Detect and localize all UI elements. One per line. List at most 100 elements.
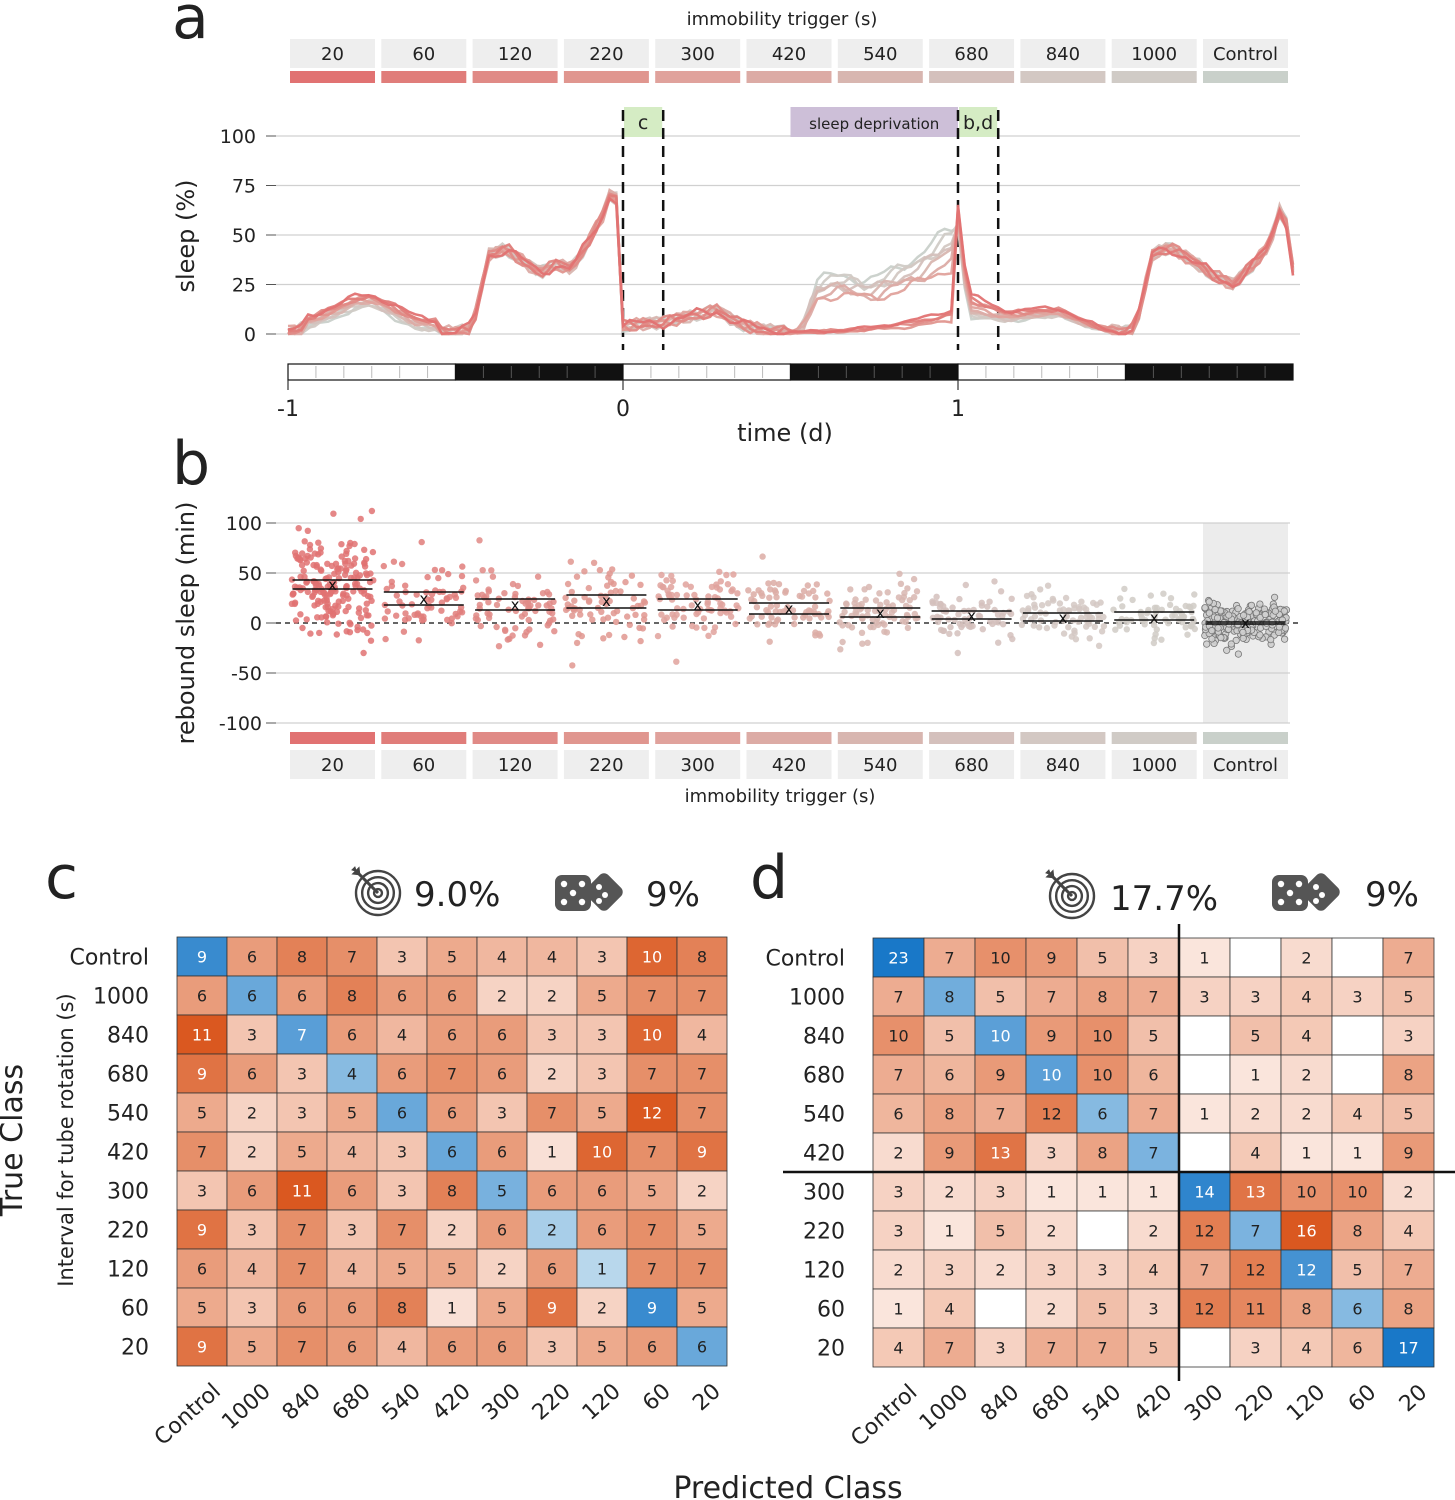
header-category-label-box	[746, 39, 832, 68]
data-point	[347, 621, 354, 628]
cell-value: 3	[1097, 1261, 1107, 1280]
cell-value: 1	[1250, 1066, 1260, 1085]
data-point	[1037, 586, 1044, 593]
matrix-cell	[526, 936, 578, 977]
panel-a-gridlines	[266, 135, 1300, 335]
cell-value: 9	[1046, 949, 1056, 968]
data-point	[361, 546, 368, 553]
matrix-cell	[676, 936, 728, 977]
matrix-cell	[872, 1093, 925, 1134]
data-point	[333, 608, 341, 615]
data-point	[1247, 601, 1256, 609]
cell-value: 23	[888, 949, 908, 968]
matrix-cell	[974, 1288, 1027, 1329]
data-point	[473, 612, 480, 619]
data-point	[659, 583, 666, 591]
data-point	[310, 561, 317, 569]
data-point	[727, 613, 735, 620]
footer-category-label-box	[746, 750, 832, 779]
target-ring	[1060, 884, 1084, 908]
data-point	[837, 646, 844, 653]
matrix-cell	[923, 1132, 976, 1173]
cell-value: 3	[1046, 1261, 1056, 1280]
matrix-cell	[1025, 937, 1078, 978]
data-point	[383, 585, 390, 593]
data-point	[1208, 626, 1216, 635]
data-point	[694, 609, 702, 616]
data-point	[1256, 600, 1264, 608]
data-point	[1044, 582, 1052, 589]
cell-value: 6	[247, 987, 257, 1006]
data-point	[568, 588, 575, 596]
footer-category-label: 680	[954, 755, 988, 776]
cell-value: 5	[697, 1221, 707, 1240]
cell-value: 7	[297, 1260, 307, 1279]
cell-value: 2	[944, 1183, 954, 1202]
cell-value: 9	[697, 1143, 707, 1162]
sleep-line-220	[287, 197, 1295, 336]
cell-value: 8	[944, 1105, 954, 1124]
matrix-cell	[426, 1014, 478, 1055]
cell-value: 9	[197, 1338, 207, 1357]
header-category-label: 20	[321, 44, 344, 65]
data-point	[1056, 600, 1064, 607]
cell-value: 6	[197, 987, 207, 1006]
matrix-cell	[1280, 1132, 1333, 1173]
data-point	[299, 624, 306, 632]
data-point	[612, 618, 620, 626]
data-point	[1018, 621, 1026, 629]
cell-value: 7	[297, 1221, 307, 1240]
cell-value: 3	[597, 1065, 607, 1084]
cell-value: 6	[447, 1338, 457, 1357]
data-point	[767, 603, 775, 610]
matrix-cell	[176, 1287, 228, 1328]
panel-d-accuracy-header	[1045, 869, 1340, 920]
arrow-fletching	[351, 866, 361, 876]
header-category-color-swatch	[472, 71, 558, 83]
matrix-cell	[526, 1092, 578, 1133]
data-point	[316, 629, 323, 637]
data-point	[303, 579, 310, 586]
cell-value: 6	[447, 1026, 457, 1045]
data-point	[680, 605, 687, 613]
column-label: 680	[1027, 1380, 1075, 1427]
cell-value: 12	[1245, 1261, 1265, 1280]
matrix-cell	[1229, 1015, 1282, 1056]
data-point	[911, 610, 918, 618]
data-point	[937, 626, 945, 634]
cell-value: 6	[1148, 1066, 1158, 1085]
cell-value: 6	[1352, 1339, 1362, 1358]
data-point	[789, 607, 797, 614]
data-point	[896, 570, 903, 577]
cell-value: 7	[1250, 1222, 1260, 1241]
matrix-cell	[326, 1287, 378, 1328]
matrix-cell	[1178, 1015, 1231, 1056]
panel-b-y-axis-label: rebound sleep (min)	[172, 502, 200, 745]
cell-value: 3	[1250, 1339, 1260, 1358]
footer-category-label: 220	[589, 755, 623, 776]
data-point	[311, 586, 319, 593]
data-point	[1065, 624, 1072, 631]
cell-value: 2	[547, 987, 557, 1006]
cell-value: 6	[447, 1104, 457, 1123]
data-point	[775, 581, 783, 588]
diagonal-cell	[1331, 1288, 1384, 1329]
data-point	[1225, 611, 1233, 619]
matrix-cell	[1076, 976, 1129, 1017]
matrix-cell	[526, 1170, 578, 1211]
data-point	[358, 588, 365, 595]
die-pip	[578, 898, 586, 906]
sleep-line-120	[287, 192, 1295, 336]
cell-value: 7	[1148, 988, 1158, 1007]
data-point	[445, 570, 452, 578]
data-point	[605, 631, 613, 639]
data-point	[669, 623, 676, 630]
mean-marker: x	[511, 596, 520, 614]
column-label: 540	[378, 1379, 426, 1426]
y-tick-label: -100	[219, 713, 262, 735]
cell-value: 7	[893, 1066, 903, 1085]
matrix-cell	[1382, 937, 1435, 978]
column-label: 60	[1344, 1380, 1382, 1417]
cell-value: 5	[597, 1104, 607, 1123]
cell-value: 5	[1148, 1027, 1158, 1046]
